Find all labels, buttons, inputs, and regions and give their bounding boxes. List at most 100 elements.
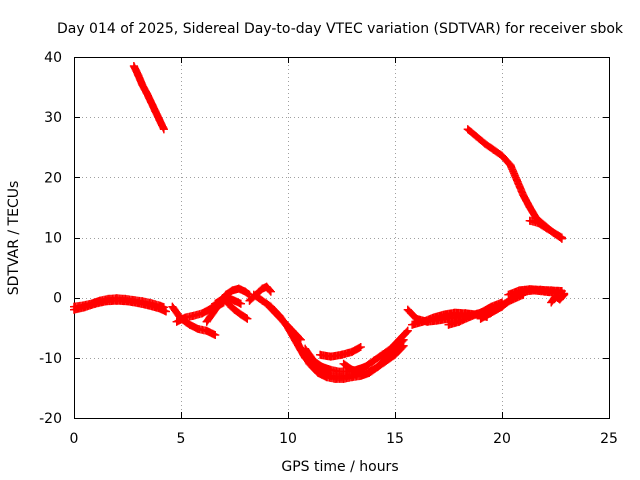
data-point	[525, 203, 534, 212]
data-point	[489, 145, 498, 154]
x-axis-label: GPS time / hours	[281, 459, 398, 475]
data-point	[168, 302, 177, 311]
x-tick-label: 10	[279, 431, 297, 447]
data-point	[444, 320, 453, 329]
data-point	[316, 350, 325, 359]
data-point	[198, 309, 207, 318]
data-point	[547, 298, 556, 307]
y-tick-label: 30	[44, 110, 62, 126]
data-point	[262, 282, 271, 291]
data-point	[181, 313, 190, 322]
data-point	[356, 368, 365, 377]
x-tick-label: 20	[493, 431, 511, 447]
data-point	[335, 367, 344, 376]
data-point	[224, 299, 233, 308]
data-point	[399, 341, 408, 350]
data-point	[159, 125, 168, 134]
data-point	[525, 285, 534, 294]
data-point	[162, 307, 170, 316]
data-point	[348, 347, 357, 356]
data-point	[506, 161, 515, 170]
data-point	[480, 139, 489, 148]
data-point	[339, 374, 348, 383]
x-tick-label: 15	[386, 431, 404, 447]
data-point	[418, 317, 427, 326]
data-point	[515, 286, 524, 295]
data-point	[326, 365, 335, 374]
data-series-sat-track-23	[525, 216, 566, 242]
data-point	[465, 312, 474, 321]
data-point	[138, 81, 147, 90]
x-tick-label: 0	[70, 431, 79, 447]
data-point	[236, 299, 245, 308]
data-series-sat-track-03	[129, 62, 168, 134]
y-axis-label: SDTVAR / TECUs	[6, 181, 22, 296]
data-point	[185, 320, 194, 329]
data-point	[557, 233, 566, 242]
data-point	[450, 308, 459, 317]
data-point	[542, 224, 551, 233]
data-point	[262, 299, 271, 308]
data-point	[266, 287, 275, 296]
data-point	[288, 329, 297, 338]
data-point	[147, 98, 155, 107]
data-point	[403, 305, 412, 314]
data-point	[498, 302, 506, 311]
data-point	[339, 359, 348, 368]
data-point	[189, 311, 198, 320]
grid	[74, 57, 609, 418]
data-point	[305, 359, 314, 368]
data-series	[70, 62, 569, 383]
data-series-sat-track-15	[339, 341, 408, 377]
data-series-sat-track-21	[547, 290, 569, 307]
data-point	[326, 352, 335, 361]
data-point	[202, 317, 211, 326]
data-point	[476, 314, 485, 323]
data-point	[142, 89, 151, 98]
data-point	[555, 295, 564, 304]
data-point	[129, 62, 138, 70]
data-point	[91, 299, 100, 308]
data-point	[536, 285, 545, 294]
data-point	[322, 373, 331, 382]
y-tick-label: -10	[39, 351, 62, 367]
x-tick-label: 25	[600, 431, 618, 447]
data-point	[80, 303, 89, 312]
data-point	[373, 362, 382, 371]
data-point	[144, 301, 153, 310]
data-point	[245, 296, 254, 305]
data-point	[243, 314, 252, 323]
data-point	[504, 290, 513, 299]
data-point	[547, 286, 556, 295]
data-point	[217, 295, 226, 304]
data-point	[155, 304, 164, 313]
data-point	[102, 297, 111, 306]
data-point	[519, 191, 528, 200]
data-point	[382, 356, 391, 365]
data-point	[369, 356, 378, 365]
data-point	[155, 116, 164, 125]
y-tick-label: 10	[44, 231, 62, 247]
data-point	[391, 350, 399, 359]
data-point	[209, 308, 218, 317]
data-point	[230, 296, 239, 305]
y-tick-label: -20	[39, 411, 62, 427]
data-point	[236, 310, 245, 319]
data-point	[249, 290, 258, 299]
data-point	[151, 107, 160, 116]
data-series-sat-track-02	[70, 296, 170, 316]
data-point	[194, 325, 203, 333]
data-point	[134, 299, 143, 308]
data-point	[551, 292, 560, 301]
data-point	[386, 344, 395, 353]
data-point	[202, 326, 211, 335]
data-point	[123, 297, 132, 306]
data-point	[134, 71, 143, 80]
data-point	[234, 284, 243, 293]
data-point	[318, 362, 327, 371]
data-point	[112, 296, 121, 305]
data-point	[301, 344, 310, 353]
data-point	[172, 317, 181, 326]
